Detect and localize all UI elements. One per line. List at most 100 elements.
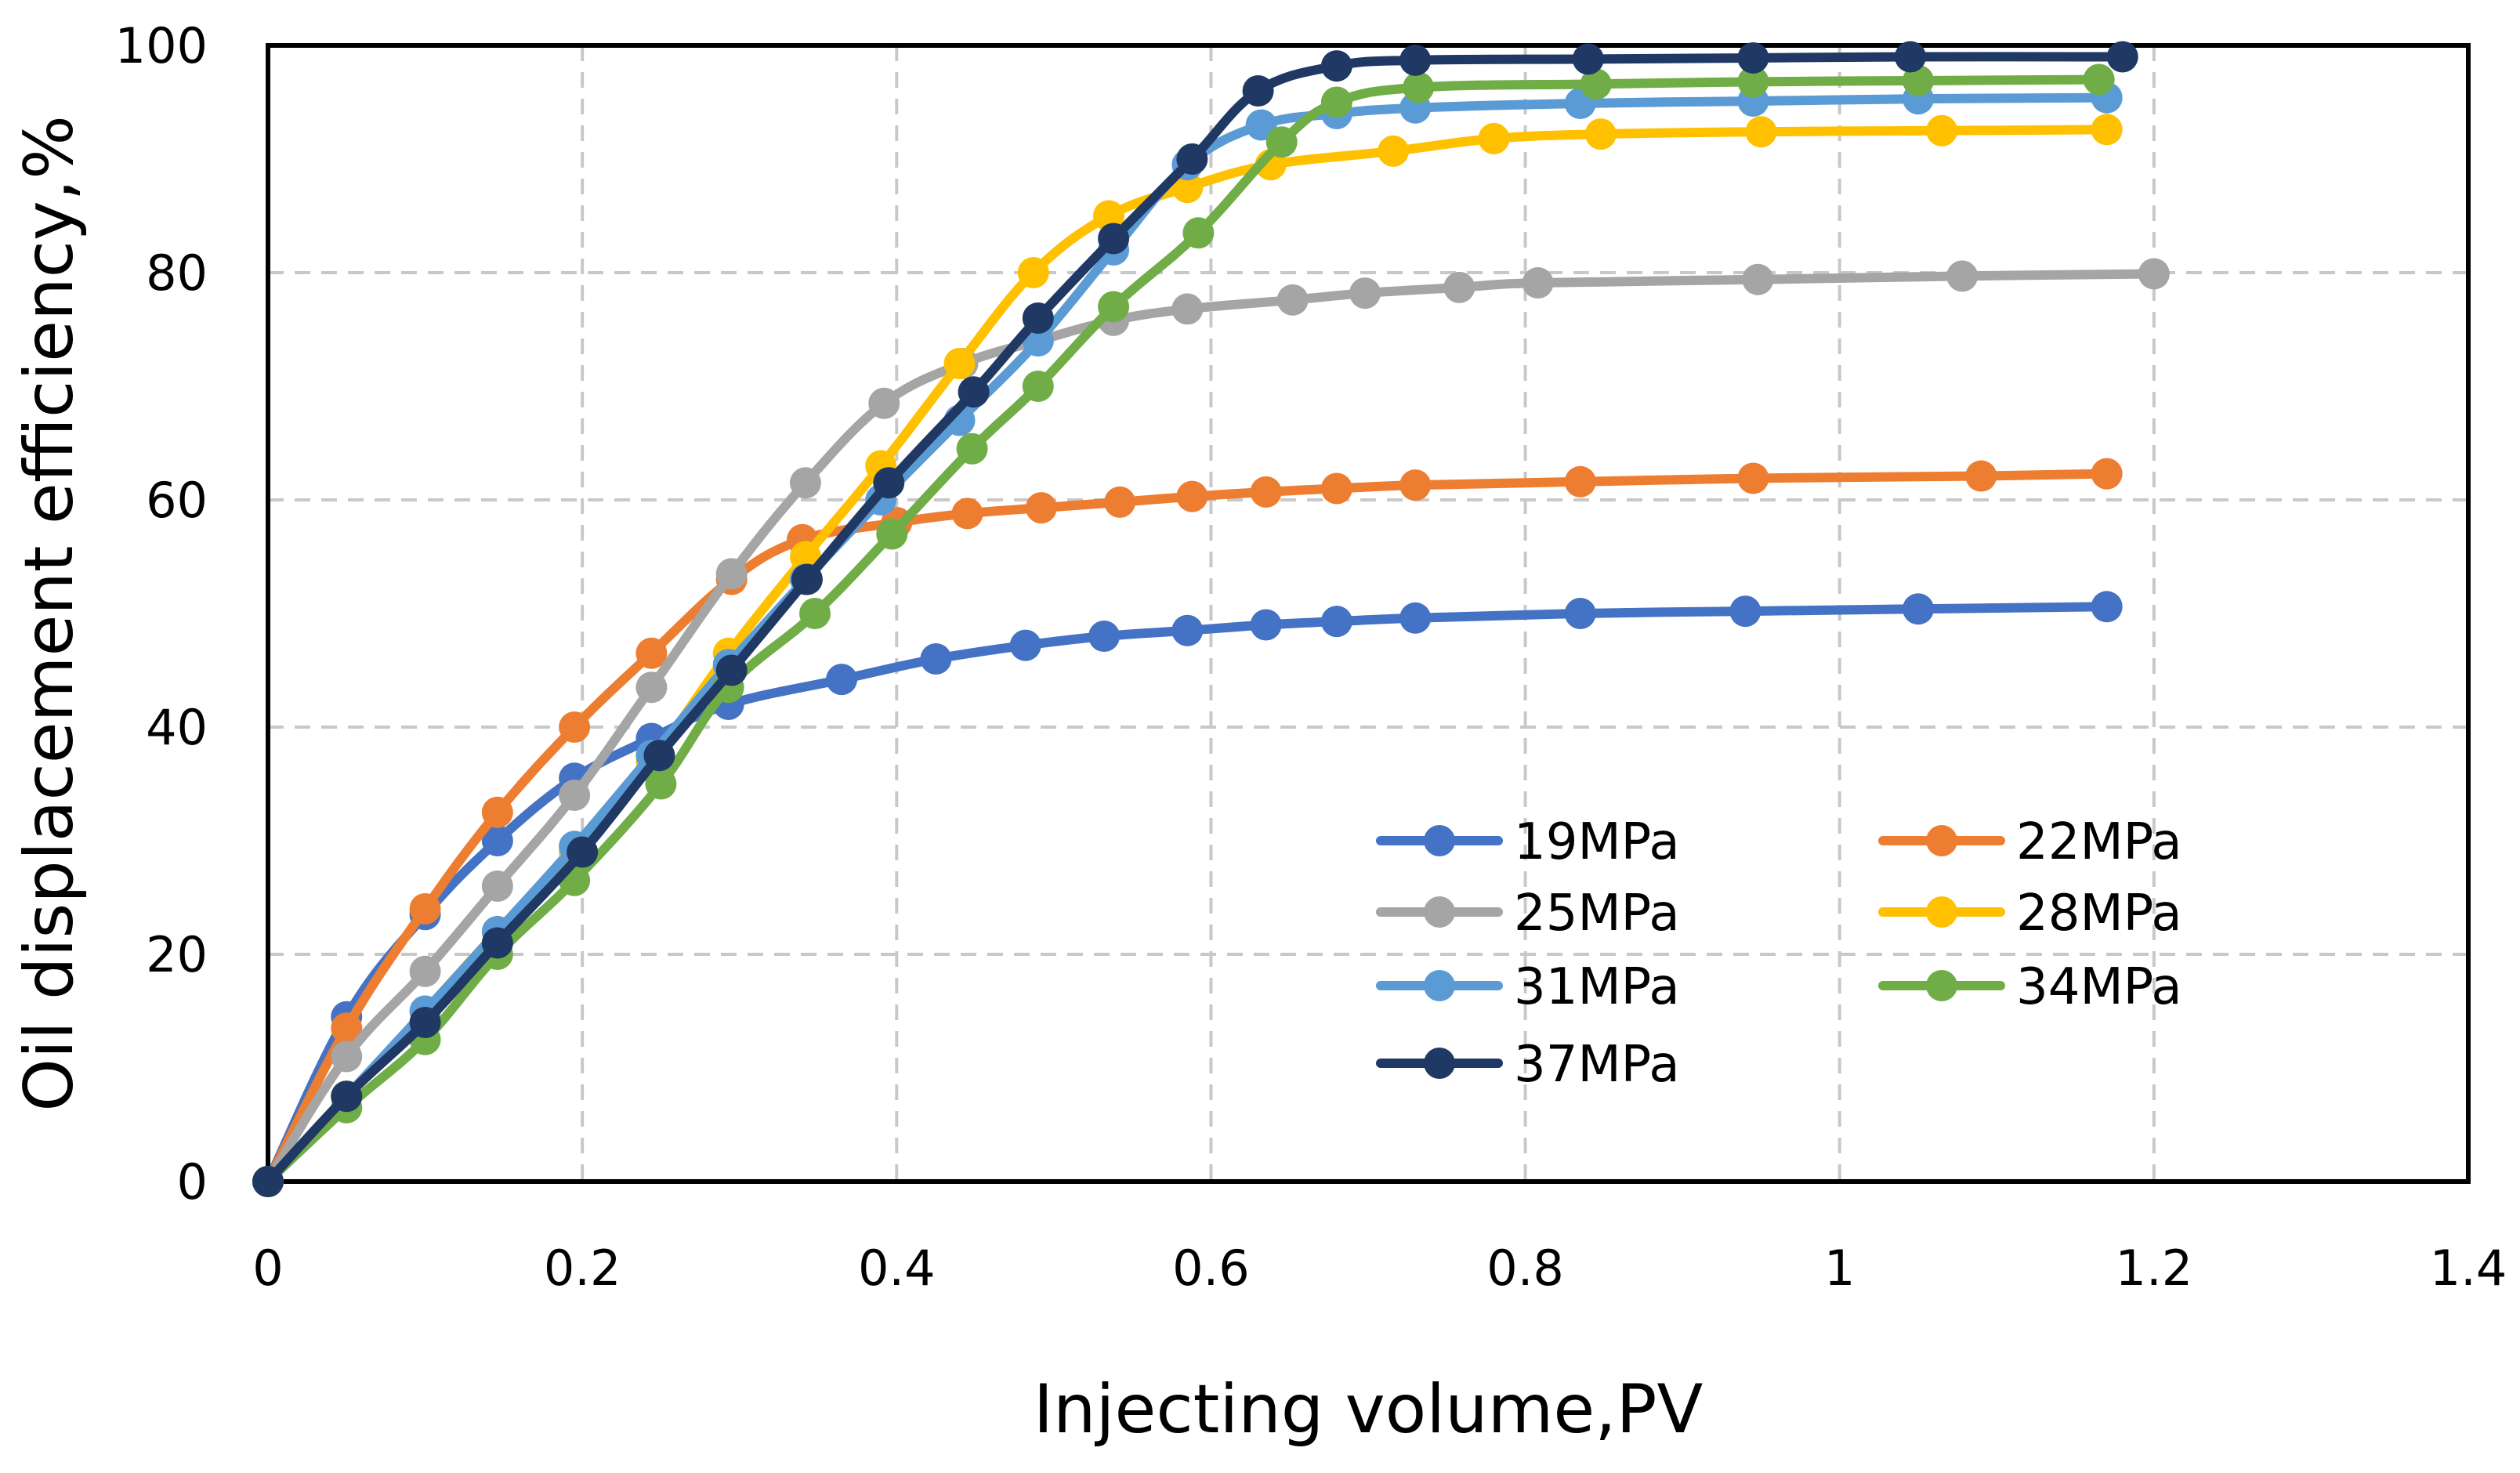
legend-item-25MPa: 25MPa <box>1376 885 1680 943</box>
data-point <box>1903 64 1934 96</box>
legend-swatch-marker <box>1424 970 1455 1001</box>
series-layer <box>252 41 2170 1197</box>
data-point <box>645 768 677 800</box>
legend-item-22MPa: 22MPa <box>1878 813 2182 871</box>
data-point <box>1580 68 1612 100</box>
data-point <box>1265 126 1298 158</box>
data-point <box>715 558 748 590</box>
data-point <box>2138 258 2170 290</box>
data-point <box>1737 42 1769 74</box>
data-point <box>1176 143 1208 175</box>
data-point <box>1737 66 1769 98</box>
data-point <box>1737 462 1769 494</box>
data-point <box>1182 217 1215 249</box>
x-tick-label: 0.8 <box>1486 1240 1564 1297</box>
data-point <box>943 348 976 379</box>
data-point <box>1894 41 1926 73</box>
data-point <box>798 598 831 629</box>
data-point <box>559 780 591 811</box>
y-axis-tick-labels: 0 20 40 60 80 100 <box>115 17 208 1211</box>
legend-swatch-marker <box>1424 896 1455 928</box>
y-tick-label: 40 <box>146 699 208 756</box>
data-point <box>252 1166 284 1197</box>
data-point <box>791 563 823 595</box>
data-point <box>409 1007 441 1038</box>
data-point <box>1276 284 1309 316</box>
data-point <box>481 796 513 828</box>
legend: 19MPa 22MPa 25MPa 28MPa 31MPa 34MPa 37MPa <box>1376 813 2182 1094</box>
data-point <box>1250 476 1282 508</box>
series-line-28MPa <box>263 125 2112 1186</box>
legend-swatch-marker <box>1424 1048 1455 1079</box>
y-axis-title: Oil displacement efficiency,% <box>10 115 89 1112</box>
series-line-37MPa <box>263 52 2127 1186</box>
data-point <box>1399 469 1432 501</box>
data-point <box>1399 602 1432 634</box>
data-point <box>643 740 675 772</box>
data-point <box>868 387 900 419</box>
data-point <box>951 498 983 530</box>
data-point <box>1378 135 1410 167</box>
data-point <box>2083 63 2115 96</box>
data-point <box>1522 267 1554 299</box>
data-point <box>1564 598 1596 629</box>
legend-label: 34MPa <box>2016 958 2182 1016</box>
data-point <box>789 467 821 499</box>
legend-item-19MPa: 19MPa <box>1376 813 1680 871</box>
x-tick-label: 0.6 <box>1172 1240 1250 1297</box>
data-point <box>1729 595 1761 628</box>
data-point <box>1250 609 1282 641</box>
data-point <box>1171 172 1204 204</box>
data-point <box>1745 116 1777 148</box>
data-point <box>331 1041 363 1073</box>
data-point <box>1104 486 1136 518</box>
data-point <box>1009 629 1041 661</box>
data-point <box>1349 277 1381 309</box>
data-point <box>1320 606 1352 638</box>
legend-label: 19MPa <box>1514 813 1680 871</box>
data-point <box>873 467 905 499</box>
legend-item-31MPa: 31MPa <box>1376 958 1680 1016</box>
legend-swatch-marker <box>1926 896 1957 928</box>
data-point <box>1320 472 1352 505</box>
legend-label: 22MPa <box>2016 813 2182 871</box>
data-point <box>1022 302 1054 334</box>
data-point <box>2091 458 2123 490</box>
data-point <box>635 637 668 669</box>
grid-lines <box>268 45 2468 1182</box>
data-point <box>559 711 591 743</box>
data-point <box>956 432 988 465</box>
data-point <box>2091 591 2123 623</box>
data-point <box>481 825 513 856</box>
legend-label: 37MPa <box>1514 1036 1680 1094</box>
data-point <box>1025 492 1057 524</box>
data-point <box>1443 271 1475 303</box>
y-tick-label: 100 <box>115 17 208 74</box>
data-point <box>481 927 513 959</box>
data-point <box>876 518 908 550</box>
series-37MPa <box>252 41 2138 1197</box>
data-point <box>1320 86 1352 118</box>
series-line-31MPa <box>263 92 2112 1186</box>
series-22MPa <box>252 458 2123 1197</box>
data-point <box>1098 223 1130 255</box>
plot-area-frame <box>266 43 2471 1184</box>
data-point <box>481 870 513 902</box>
y-tick-label: 60 <box>146 472 208 529</box>
legend-item-37MPa: 37MPa <box>1376 1036 1680 1094</box>
x-tick-label: 1.4 <box>2430 1240 2507 1297</box>
legend-label: 31MPa <box>1514 958 1680 1016</box>
data-point <box>331 1080 363 1113</box>
data-point <box>1088 621 1121 652</box>
y-tick-label: 20 <box>146 926 208 983</box>
legend-swatch-marker <box>1926 970 1957 1001</box>
data-point <box>1946 260 1979 292</box>
data-point <box>1742 263 1774 295</box>
legend-swatch-marker <box>1926 825 1957 856</box>
data-point <box>1242 75 1274 107</box>
data-point <box>2106 41 2138 73</box>
data-point <box>1564 465 1596 498</box>
data-point <box>1171 293 1204 325</box>
x-tick-label: 1 <box>1824 1240 1855 1297</box>
